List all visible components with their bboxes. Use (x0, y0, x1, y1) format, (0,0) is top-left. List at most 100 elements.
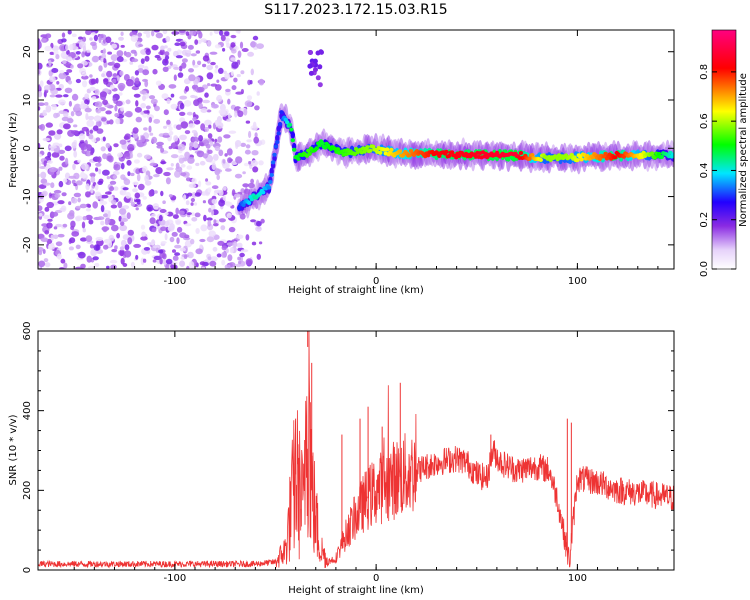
noise-cell (213, 247, 218, 252)
noise-cell (137, 33, 142, 37)
noise-cell (136, 207, 139, 210)
noise-cell (190, 95, 196, 98)
noise-cell (200, 38, 206, 42)
noise-cell (39, 154, 42, 158)
noise-cell (172, 249, 176, 253)
noise-cell (159, 253, 165, 258)
noise-cell (126, 99, 131, 104)
noise-cell (43, 249, 46, 254)
noise-cell (125, 192, 131, 199)
x-tick-label: 0 (373, 573, 379, 584)
ridge-cell (368, 149, 372, 153)
noise-cell (110, 260, 117, 264)
noise-cell (76, 217, 81, 222)
ridge-cell (292, 148, 296, 152)
noise-cell (230, 42, 235, 48)
ridge-cell (398, 149, 402, 153)
noise-cell (73, 151, 77, 158)
noise-cell (114, 245, 118, 249)
noise-cell (307, 64, 312, 69)
noise-cell (208, 133, 213, 139)
noise-cell (129, 61, 133, 64)
noise-cell (170, 62, 173, 66)
noise-cell (220, 225, 225, 230)
noise-cell (195, 213, 201, 218)
noise-cell (44, 102, 48, 106)
noise-cell (225, 168, 232, 172)
noise-cell (160, 46, 165, 51)
noise-cell (133, 244, 141, 248)
noise-cell (135, 70, 139, 75)
noise-cell (213, 223, 219, 226)
noise-cell (85, 113, 88, 120)
noise-cell (207, 72, 214, 79)
noise-cell (245, 150, 251, 155)
noise-cell (46, 222, 52, 228)
noise-cell (219, 218, 226, 222)
ridge-cell (247, 201, 251, 205)
noise-cell (183, 194, 186, 200)
noise-cell (173, 256, 179, 261)
noise-cell (123, 177, 128, 181)
noise-cell (71, 130, 79, 134)
noise-cell (194, 202, 197, 205)
noise-cell (111, 205, 117, 209)
noise-cell (37, 174, 41, 177)
noise-cell (200, 161, 206, 166)
noise-cell (235, 174, 242, 179)
noise-cell (195, 192, 201, 197)
noise-cell (141, 58, 145, 64)
noise-cell (174, 74, 177, 81)
noise-cell (152, 69, 157, 75)
noise-cell (209, 230, 216, 236)
ridge-cell (385, 147, 389, 151)
noise-cell (112, 79, 117, 83)
noise-cell (39, 250, 43, 255)
noise-cell (245, 100, 253, 107)
noise-cell (191, 202, 194, 206)
noise-cell (38, 125, 42, 129)
noise-cell (146, 106, 151, 110)
noise-cell (191, 212, 195, 216)
noise-cell (226, 43, 230, 48)
ridge-cell (291, 138, 295, 142)
noise-cell (251, 69, 254, 76)
noise-cell (227, 213, 232, 218)
noise-cell (36, 205, 42, 211)
noise-cell (116, 233, 120, 239)
noise-cell (90, 151, 93, 155)
noise-cell (146, 33, 150, 38)
noise-cell (111, 225, 119, 232)
noise-cell (165, 221, 169, 227)
noise-cell (97, 181, 103, 185)
noise-cell (134, 94, 141, 98)
noise-cell (231, 35, 237, 38)
noise-cell (173, 135, 178, 141)
noise-cell (131, 202, 135, 207)
noise-cell (224, 73, 230, 80)
noise-cell (188, 74, 195, 81)
noise-cell (258, 160, 264, 165)
noise-cell (167, 98, 171, 104)
noise-cell (71, 198, 77, 204)
ridge-cell (272, 153, 276, 157)
noise-cell (160, 191, 163, 196)
noise-cell (210, 62, 216, 65)
noise-cell (132, 58, 139, 62)
noise-cell (237, 243, 243, 248)
noise-cell (191, 198, 195, 202)
noise-cell (57, 129, 63, 134)
noise-cell (100, 221, 104, 226)
noise-cell (45, 33, 51, 38)
noise-cell (95, 184, 99, 191)
colorbar: 0.00.20.40.60.8 Normalized spectral ampl… (699, 30, 749, 277)
y-tick-label: 10 (22, 94, 33, 107)
noise-cell (41, 237, 49, 242)
noise-cell (46, 122, 53, 127)
noise-cell (209, 261, 216, 267)
noise-cell (68, 80, 72, 84)
noise-cell (188, 68, 194, 72)
noise-cell (188, 123, 195, 128)
ridge-cell (267, 186, 271, 190)
noise-cell (54, 190, 62, 194)
